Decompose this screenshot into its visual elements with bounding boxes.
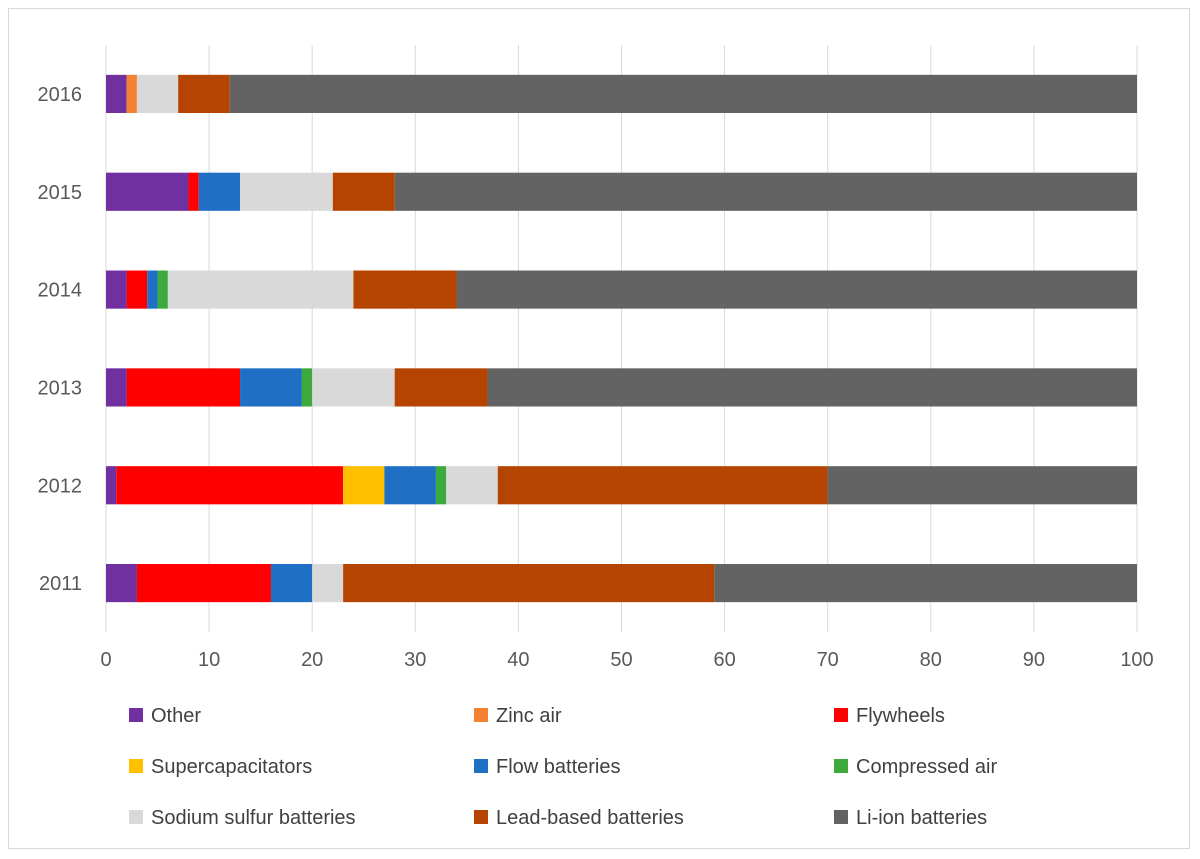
bar-2013-flywheels [126,368,241,407]
bar-2012-sodium-sulfur-batteries [446,466,498,505]
bar-2015-li-ion-batteries [394,172,1137,211]
y-tick-label-2011: 2011 [39,573,82,595]
x-tick-label-80: 80 [920,649,942,671]
x-tick-label-70: 70 [817,649,839,671]
legend-label-sodium-sulfur-batteries: Sodium sulfur batteries [151,807,356,829]
legend-swatch-sodium-sulfur-batteries [129,810,143,824]
bar-2015-flow-batteries [198,172,241,211]
bar-2011-sodium-sulfur-batteries [312,564,344,603]
bar-2011-lead-based-batteries [343,564,715,603]
bar-2013-other [106,368,127,407]
axes: 0 10 20 30 40 50 60 70 80 90 100 2011 2012 2013 2014 20… [38,84,1154,671]
x-tick-label-20: 20 [301,649,323,671]
gridlines [105,45,1138,632]
bar-2016-zinc-air [126,74,137,113]
bar-2014-flow-batteries [147,270,158,309]
bar-2016-sodium-sulfur-batteries [136,74,179,113]
bar-2015-other [106,172,189,211]
bar-2014-sodium-sulfur-batteries [167,270,354,309]
y-tick-label-2014: 2014 [38,280,83,302]
bars [106,74,1138,603]
bar-2013-flow-batteries [240,368,302,407]
bar-2014-other [106,270,127,309]
y-tick-label-2013: 2013 [38,377,83,399]
legend-swatch-zinc-air [474,708,488,722]
legend-label-li-ion-batteries: Li-ion batteries [856,807,987,829]
bar-2015-lead-based-batteries [332,172,395,211]
x-tick-label-100: 100 [1120,649,1153,671]
legend-swatch-flow-batteries [474,759,488,773]
bar-2016-li-ion-batteries [229,74,1138,113]
legend-swatch-compressed-air [834,759,848,773]
legend-label-supercapacitators: Supercapacitators [151,756,312,778]
legend-label-lead-based-batteries: Lead-based batteries [496,807,684,829]
legend-swatch-other [129,708,143,722]
bar-2012-flywheels [116,466,344,505]
bar-2011-li-ion-batteries [714,564,1137,603]
legend-swatch-flywheels [834,708,848,722]
bar-2015-sodium-sulfur-batteries [240,172,333,211]
legend-swatch-li-ion-batteries [834,810,848,824]
legend: Other Zinc air Flywheels Supercapacitators F… [129,705,998,829]
bar-2012-compressed-air [435,466,447,505]
bar-2013-li-ion-batteries [487,368,1138,407]
bar-2011-flywheels [136,564,271,603]
stacked-bar-chart: 0 10 20 30 40 50 60 70 80 90 100 2011 2012 2013 2014 20… [38,45,1154,829]
bar-2011-other [106,564,137,603]
bar-2013-compressed-air [301,368,313,407]
bar-2016-lead-based-batteries [178,74,230,113]
legend-label-zinc-air: Zinc air [496,705,562,727]
bar-2012-other [106,466,117,505]
legend-swatch-lead-based-batteries [474,810,488,824]
bar-2011-flow-batteries [270,564,313,603]
bar-2013-sodium-sulfur-batteries [312,368,395,407]
bar-2014-lead-based-batteries [353,270,457,309]
x-tick-label-40: 40 [507,649,529,671]
bar-2015-flywheels [188,172,199,211]
x-tick-label-0: 0 [100,649,111,671]
x-tick-label-90: 90 [1023,649,1045,671]
bar-2012-li-ion-batteries [827,466,1137,505]
bar-2016-other [106,74,127,113]
x-tick-label-30: 30 [404,649,426,671]
bar-2014-compressed-air [157,270,168,309]
bar-2014-li-ion-batteries [456,270,1137,309]
legend-label-other: Other [151,705,201,727]
x-tick-label-10: 10 [198,649,220,671]
bar-2013-lead-based-batteries [394,368,488,407]
y-tick-label-2012: 2012 [38,475,83,497]
bar-2012-lead-based-batteries [497,466,828,505]
bar-2014-flywheels [126,270,148,309]
x-tick-label-60: 60 [713,649,735,671]
chart-frame: 0 10 20 30 40 50 60 70 80 90 100 2011 2012 2013 2014 20… [8,8,1190,849]
legend-label-compressed-air: Compressed air [856,756,998,778]
y-tick-label-2016: 2016 [38,84,83,106]
x-tick-label-50: 50 [610,649,632,671]
legend-label-flow-batteries: Flow batteries [496,756,621,778]
y-tick-label-2015: 2015 [38,182,83,204]
bar-2012-flow-batteries [384,466,436,505]
bar-2012-supercapacitators [343,466,385,505]
legend-label-flywheels: Flywheels [856,705,945,727]
legend-swatch-supercapacitators [129,759,143,773]
